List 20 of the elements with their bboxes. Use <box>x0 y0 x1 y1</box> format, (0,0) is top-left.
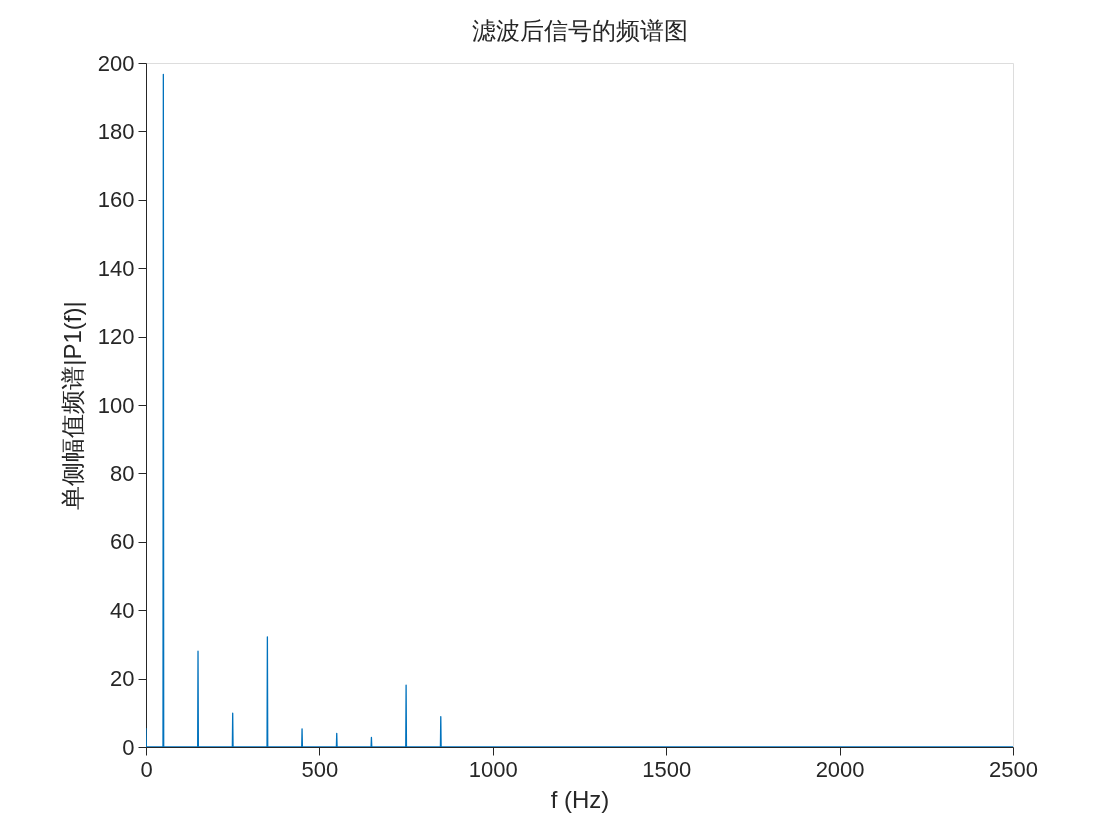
x-tick-label: 2000 <box>815 756 865 782</box>
y-tick-label: 60 <box>110 529 135 555</box>
y-tick-label: 100 <box>97 392 135 418</box>
x-tick-label: 2500 <box>989 756 1038 782</box>
y-tick-label: 180 <box>97 118 135 144</box>
y-tick-label: 200 <box>97 50 135 76</box>
x-tick-label: 1000 <box>468 756 518 782</box>
chart-title: 滤波后信号的频谱图 <box>471 17 688 44</box>
y-axis-title: 单侧幅值频谱|P1(f)| <box>58 301 86 510</box>
y-tick-label: 160 <box>97 187 135 213</box>
y-tick-label: 120 <box>97 324 135 350</box>
y-tick-label: 140 <box>97 255 135 281</box>
x-tick-label: 0 <box>140 756 153 782</box>
x-tick-label: 500 <box>301 756 339 782</box>
y-tick-label: 20 <box>110 666 135 692</box>
y-tick-label: 0 <box>122 734 135 760</box>
y-tick-label: 80 <box>110 460 135 486</box>
x-tick-label: 1500 <box>642 756 692 782</box>
x-axis-title: f (Hz) <box>550 785 610 813</box>
y-tick-label: 40 <box>110 597 135 623</box>
